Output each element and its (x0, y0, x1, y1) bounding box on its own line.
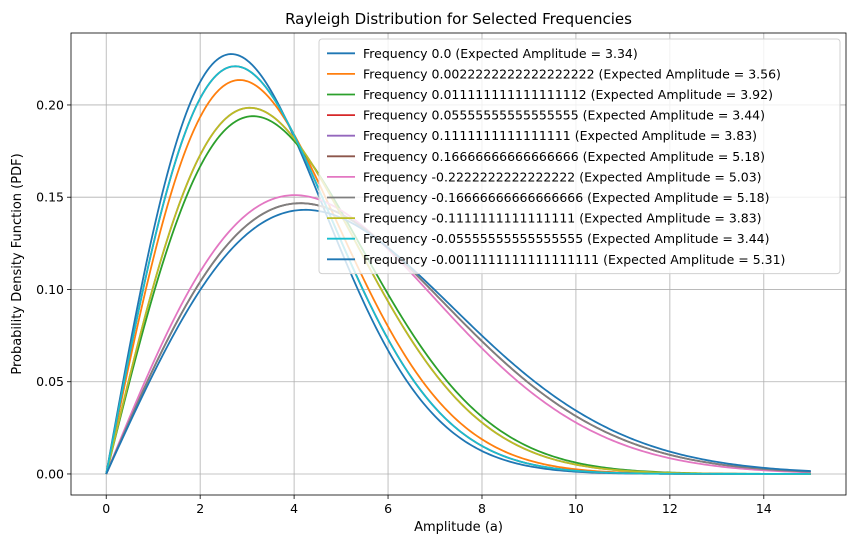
x-tick-label: 6 (384, 501, 392, 516)
curves (105, 53, 811, 475)
y-tick-label: 0.10 (36, 282, 64, 297)
legend-label: Frequency -0.2222222222222222 (Expected … (363, 169, 762, 184)
x-axis-ticks: 0 2 4 6 8 10 12 14 (102, 495, 772, 516)
y-tick-label: 0.00 (36, 466, 64, 481)
x-tick-label: 12 (662, 501, 678, 516)
legend-label: Frequency -0.1111111111111111 (Expected … (363, 211, 762, 226)
legend-label: Frequency -0.05555555555555555 (Expected… (363, 231, 770, 246)
y-tick-label: 0.15 (36, 190, 64, 205)
legend-label: Frequency -0.0011111111111111111 (Expect… (363, 252, 785, 267)
legend-label: Frequency 0.16666666666666666 (Expected … (363, 149, 765, 164)
legend-label: Frequency 0.0022222222222222222 (Expecte… (363, 66, 781, 81)
x-tick-label: 8 (478, 501, 486, 516)
x-tick-label: 4 (290, 501, 298, 516)
x-tick-label: 2 (196, 501, 204, 516)
x-tick-label: 10 (568, 501, 584, 516)
x-tick-label: 14 (756, 501, 772, 516)
y-axis-ticks: 0.00 0.05 0.10 0.15 0.20 (36, 97, 71, 481)
legend-label: Frequency 0.011111111111111112 (Expected… (363, 87, 773, 102)
series-line (105, 194, 811, 475)
series-line (105, 202, 811, 475)
y-axis-label: Probability Density Function (PDF) (10, 153, 25, 374)
legend-box (318, 38, 841, 275)
legend-label: Frequency 0.1111111111111111 (Expected A… (363, 128, 757, 143)
y-tick-label: 0.05 (36, 374, 64, 389)
legend-label: Frequency 0.05555555555555555 (Expected … (363, 108, 765, 123)
x-tick-label: 0 (102, 501, 110, 516)
plot-frame (70, 32, 847, 496)
series-line (105, 208, 811, 475)
legend: Frequency 0.0 (Expected Amplitude = 3.34… (318, 38, 841, 275)
y-tick-label: 0.20 (36, 97, 64, 112)
x-axis-label: Amplitude (a) (414, 520, 503, 535)
series-line (105, 65, 811, 475)
legend-label: Frequency 0.0 (Expected Amplitude = 3.34… (363, 46, 638, 61)
chart-title: Rayleigh Distribution for Selected Frequ… (285, 10, 632, 28)
legend-label: Frequency -0.16666666666666666 (Expected… (363, 190, 770, 205)
